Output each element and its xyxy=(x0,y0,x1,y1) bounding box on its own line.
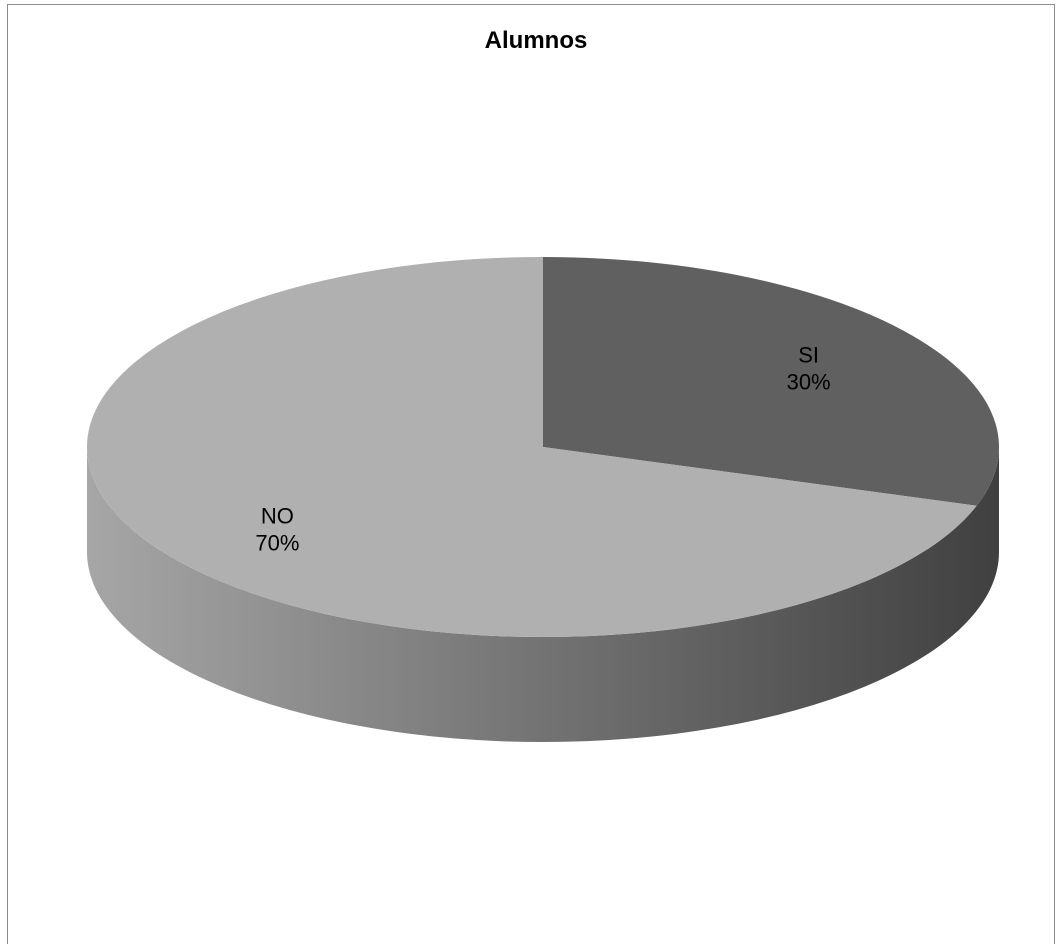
pie-slice-si xyxy=(543,257,999,506)
slice-label-percent-no: 70% xyxy=(255,530,299,555)
pie-side-group xyxy=(87,447,999,742)
chart-title: Alumnos xyxy=(484,27,588,54)
pie-top-group xyxy=(87,257,999,637)
slice-label-percent-si: 30% xyxy=(787,370,831,395)
slice-label-no: NO 70% xyxy=(255,503,299,555)
pie-slice-no xyxy=(87,257,977,637)
slice-label-name-no: NO xyxy=(261,503,294,528)
slice-label-si: SI 30% xyxy=(787,343,831,395)
slice-label-name-si: SI xyxy=(798,343,819,368)
pie-side-wall xyxy=(87,447,999,742)
pie-labels-group: SI 30% NO 70% xyxy=(255,343,830,556)
